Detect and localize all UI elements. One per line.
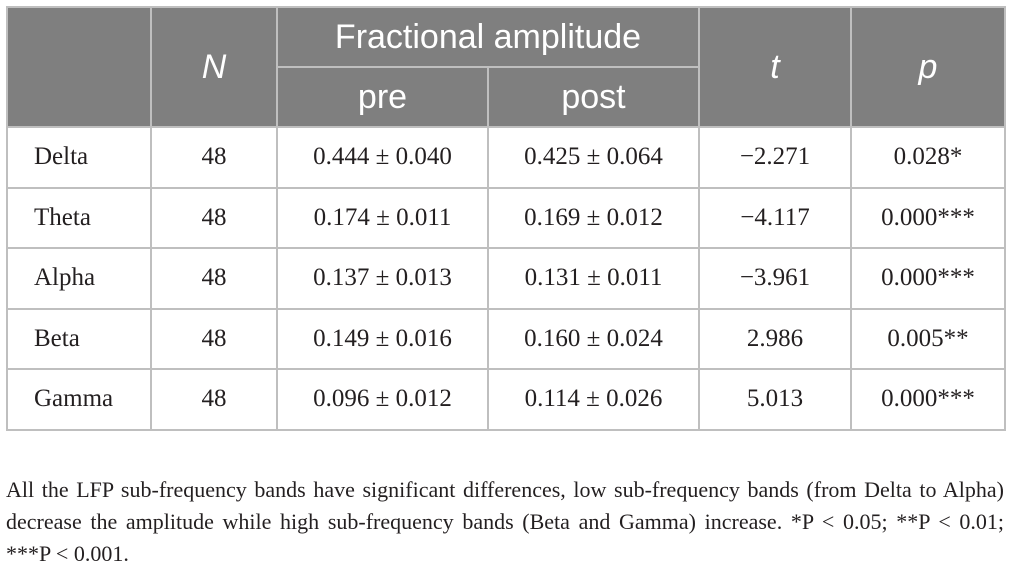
cell-band: Beta xyxy=(6,307,152,370)
cell-t: 5.013 xyxy=(698,368,852,431)
table-row: Delta 48 0.444 ± 0.040 0.425 ± 0.064 −2.… xyxy=(6,126,1006,189)
cell-band: Gamma xyxy=(6,368,152,431)
cell-t: −2.271 xyxy=(698,126,852,189)
cell-n: 48 xyxy=(150,186,278,249)
cell-n: 48 xyxy=(150,247,278,310)
cell-post: 0.131 ± 0.011 xyxy=(487,247,700,310)
cell-t: 2.986 xyxy=(698,307,852,370)
table-row: Theta 48 0.174 ± 0.011 0.169 ± 0.012 −4.… xyxy=(6,186,1006,249)
cell-pre: 0.096 ± 0.012 xyxy=(276,368,489,431)
header-band xyxy=(6,6,152,128)
header-n: N xyxy=(150,6,278,128)
cell-n: 48 xyxy=(150,307,278,370)
cell-p: 0.000*** xyxy=(850,247,1006,310)
table-header: N Fractional amplitude t p pre post xyxy=(6,6,1006,128)
cell-n: 48 xyxy=(150,126,278,189)
table-body: Delta 48 0.444 ± 0.040 0.425 ± 0.064 −2.… xyxy=(6,126,1006,431)
cell-p: 0.000*** xyxy=(850,186,1006,249)
cell-post: 0.169 ± 0.012 xyxy=(487,186,700,249)
table-row: Beta 48 0.149 ± 0.016 0.160 ± 0.024 2.98… xyxy=(6,307,1006,370)
header-p: p xyxy=(850,6,1006,128)
results-table: N Fractional amplitude t p pre post Delt… xyxy=(6,6,1006,431)
cell-n: 48 xyxy=(150,368,278,431)
cell-post: 0.425 ± 0.064 xyxy=(487,126,700,189)
cell-pre: 0.137 ± 0.013 xyxy=(276,247,489,310)
cell-post: 0.160 ± 0.024 xyxy=(487,307,700,370)
header-fractional-amplitude: Fractional amplitude xyxy=(276,6,700,68)
header-t: t xyxy=(698,6,852,128)
table-footnote: All the LFP sub-frequency bands have sig… xyxy=(6,477,1004,566)
cell-pre: 0.149 ± 0.016 xyxy=(276,307,489,370)
table-row: Gamma 48 0.096 ± 0.012 0.114 ± 0.026 5.0… xyxy=(6,368,1006,431)
cell-band: Alpha xyxy=(6,247,152,310)
cell-t: −3.961 xyxy=(698,247,852,310)
cell-pre: 0.444 ± 0.040 xyxy=(276,126,489,189)
header-pre: pre xyxy=(276,66,489,128)
cell-pre: 0.174 ± 0.011 xyxy=(276,186,489,249)
header-post: post xyxy=(487,66,700,128)
cell-p: 0.028* xyxy=(850,126,1006,189)
table-row: Alpha 48 0.137 ± 0.013 0.131 ± 0.011 −3.… xyxy=(6,247,1006,310)
cell-t: −4.117 xyxy=(698,186,852,249)
cell-post: 0.114 ± 0.026 xyxy=(487,368,700,431)
cell-p: 0.005** xyxy=(850,307,1006,370)
results-table-container: N Fractional amplitude t p pre post Delt… xyxy=(6,6,1006,431)
cell-band: Delta xyxy=(6,126,152,189)
cell-band: Theta xyxy=(6,186,152,249)
cell-p: 0.000*** xyxy=(850,368,1006,431)
